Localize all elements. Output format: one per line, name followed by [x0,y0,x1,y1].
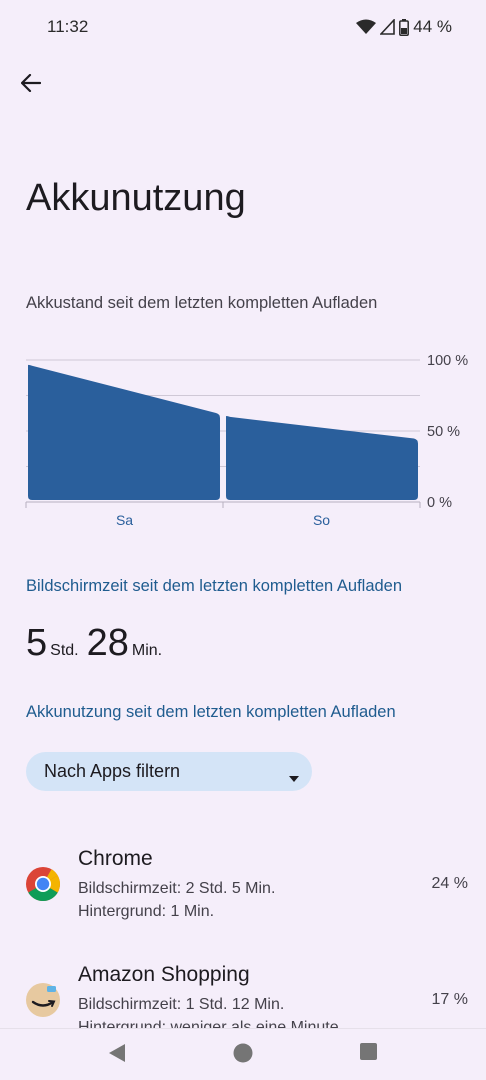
wifi-icon [356,19,377,35]
chart-area-segment [226,415,418,500]
app-filter-dropdown[interactable]: Nach Apps filtern [26,752,312,791]
status-icons: 44 % [356,17,452,37]
status-time: 11:32 [47,17,89,36]
dropdown-arrow-icon [288,767,300,788]
chart-y-label: 50 % [427,424,460,440]
chart-y-label: 0 % [427,495,452,511]
app-screen-time: Bildschirmzeit: 1 Std. 12 Min. [78,996,285,1013]
chart-area-segment [28,364,220,500]
cell-signal-icon [380,19,396,35]
battery-usage-heading[interactable]: Akkunutzung seit dem letzten kompletten … [26,703,396,721]
screen-time-minutes-unit: Min. [131,642,163,659]
app-screen-time: Bildschirmzeit: 2 Std. 5 Min. [78,880,276,897]
app-background-time: Hintergrund: 1 Min. [78,903,215,920]
chart-caption: Akkustand seit dem letzten kompletten Au… [26,294,378,312]
status-bar: 11:32 44 % [0,0,486,56]
chart-y-label: 100 % [427,353,468,369]
app-usage-percent: 17 % [431,991,468,1008]
screen-time-minutes: 28 [86,622,129,664]
app-name: Chrome [78,847,153,870]
app-row-chrome[interactable]: Chrome Bildschirmzeit: 2 Std. 5 Min. Hin… [0,840,486,940]
screen-time-value: 5 Std. 28 Min. [26,622,170,665]
battery-chart-svg: Sa So 100 % 50 % 0 % [25,353,468,528]
amazon-shopping-icon [25,982,61,1018]
app-filter-label: Nach Apps filtern [44,761,181,781]
screen-time-hours-unit: Std. [50,642,79,659]
screen-time-hours: 5 [26,622,48,664]
navigation-bar [0,1028,486,1080]
battery-icon [399,18,410,36]
app-usage-percent: 24 % [431,875,468,892]
chart-x-label: Sa [116,512,133,528]
back-button[interactable] [14,68,48,102]
chrome-icon [25,866,61,902]
app-name: Amazon Shopping [78,963,250,986]
battery-level-chart: Sa So 100 % 50 % 0 % [0,340,486,540]
page-title: Akkunutzung [26,177,246,219]
nav-recents-icon[interactable] [360,1043,377,1065]
chart-x-label: So [313,512,330,528]
arrow-back-icon [20,73,42,97]
battery-percent: 44 % [413,17,452,36]
nav-home-icon[interactable] [233,1043,253,1068]
nav-back-icon[interactable] [108,1043,126,1068]
screen-time-heading[interactable]: Bildschirmzeit seit dem letzten komplett… [26,577,403,595]
